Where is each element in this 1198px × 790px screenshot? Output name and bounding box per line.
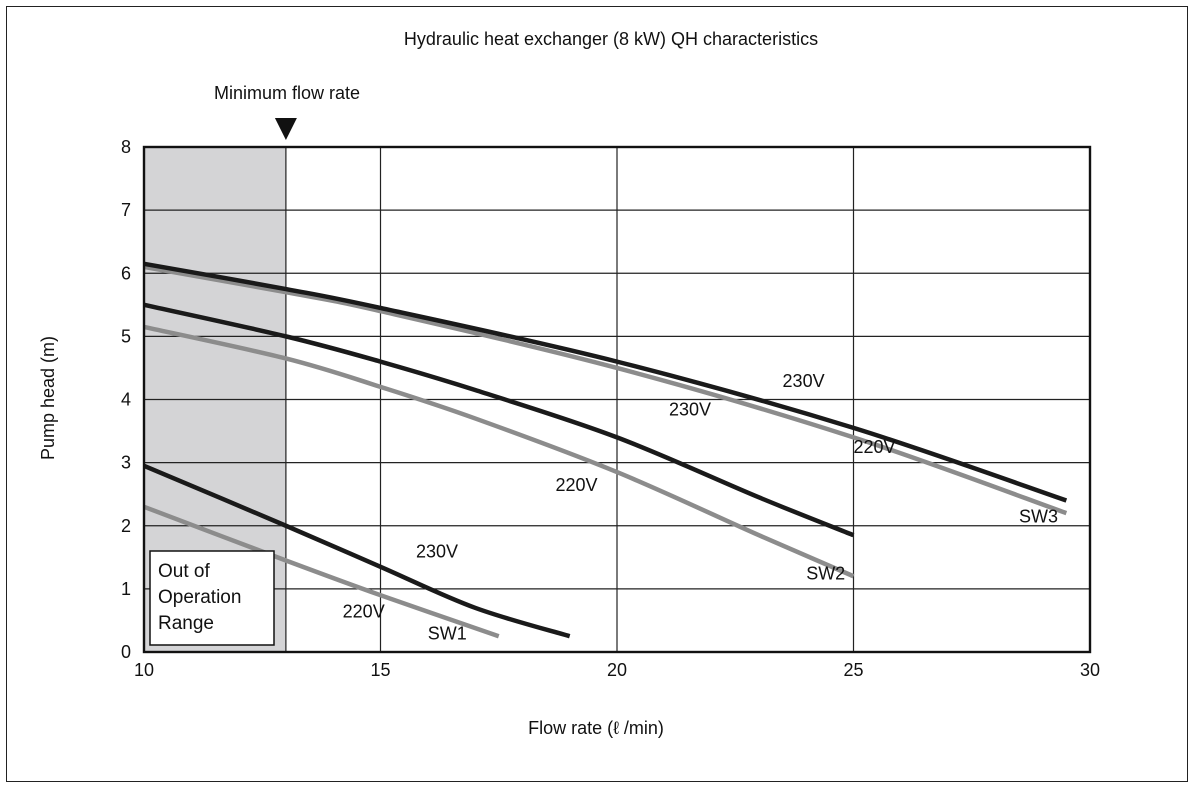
x-tick-label: 20 [607,660,627,680]
series-annotation: 230V [416,541,458,561]
series-annotation: SW3 [1019,507,1058,527]
series-annotation: 230V [783,371,825,391]
plot-border [142,145,1092,654]
series-annotation: 230V [669,399,711,419]
series-line-sw2-230v [143,302,855,538]
y-tick-label: 0 [121,642,131,662]
y-tick-label: 1 [121,579,131,599]
out-of-range-box [149,550,275,646]
series-line-sw1-230v [143,463,571,639]
x-tick-label: 15 [370,660,390,680]
series-annotation: SW2 [806,563,845,583]
x-tick-label: 25 [843,660,863,680]
x-tick-label: 10 [134,660,154,680]
series-line-sw3-220v [143,264,1068,516]
x-tick-label: 30 [1080,660,1100,680]
out-of-range-label-line: Operation [158,587,241,608]
y-tick-label: 5 [121,326,131,346]
y-axis-label: Pump head (m) [38,336,58,460]
y-tick-label: 2 [121,516,131,536]
series-line-sw1-220v [143,504,500,639]
series-annotation: 220V [854,437,896,457]
min-flow-label: Minimum flow rate [214,83,360,103]
chart-title: Hydraulic heat exchanger (8 kW) QH chara… [404,29,818,49]
out-of-range-label-line: Out of [158,561,210,582]
min-flow-marker-icon [274,118,297,140]
y-tick-label: 6 [121,263,131,283]
x-axis-label: Flow rate (ℓ /min) [528,718,664,738]
y-tick-label: 3 [121,453,131,473]
series-line-sw2-220v [143,324,855,579]
out-of-range-label-line: Range [158,613,214,634]
series-annotation: 220V [556,475,598,495]
y-tick-label: 4 [121,390,131,410]
y-tick-label: 7 [121,200,131,220]
series-annotation: SW1 [428,623,467,643]
y-tick-label: 8 [121,137,131,157]
series-annotation: 220V [343,601,385,621]
series-line-sw3-230v [143,261,1068,503]
